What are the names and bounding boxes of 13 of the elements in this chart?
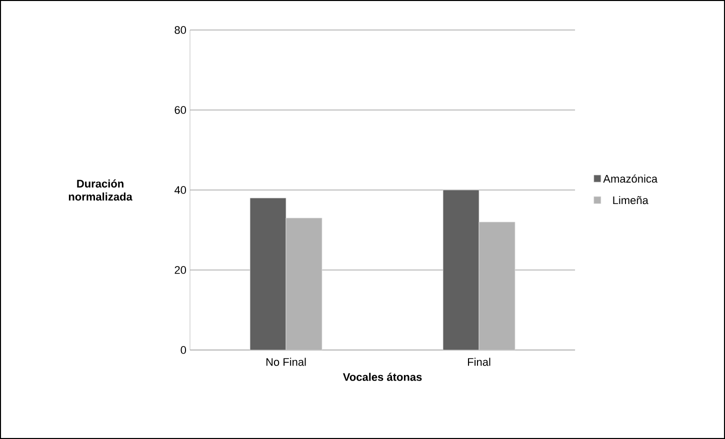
x-tick-label: Final <box>468 358 490 366</box>
y-tick-label: 0 <box>180 346 186 354</box>
y-tick-label: 60 <box>174 106 186 114</box>
legend-label: Amazónica <box>603 174 658 183</box>
y-tick-label: 20 <box>174 266 186 274</box>
y-tick-label: 40 <box>174 186 186 194</box>
x-tick-label: No Final <box>266 358 306 366</box>
bar <box>442 190 480 350</box>
legend-label: Limeña <box>613 196 648 204</box>
y-tick-label: 80 <box>174 26 186 34</box>
bar <box>250 198 286 350</box>
x-axis-title: Vocales átonas <box>342 372 422 381</box>
y-axis-title: Duración normalizada <box>68 179 132 201</box>
